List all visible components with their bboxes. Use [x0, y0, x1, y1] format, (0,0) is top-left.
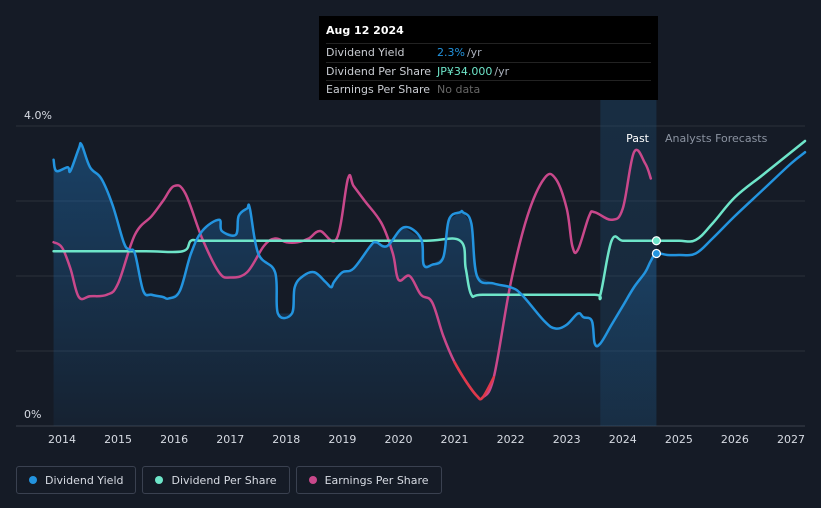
earnings-per-share-line: [52, 148, 653, 401]
legend-dot-icon: [29, 476, 37, 484]
tooltip-unit: /yr: [466, 46, 482, 60]
x-axis: 2014 2015 2016 2017 2018 2019 2020 2021 2022 2023…: [48, 433, 805, 446]
x-tick-label: 2015: [104, 433, 132, 446]
tooltip-row-earnings-per-share: Earnings Per Share No data: [326, 80, 651, 99]
legend-label: Dividend Yield: [45, 473, 124, 487]
x-tick-label: 2022: [497, 433, 525, 446]
x-tick-label: 2027: [777, 433, 805, 446]
earnings-per-share-decline-segment: [453, 361, 496, 401]
legend-dot-icon: [155, 476, 164, 484]
tooltip-date: Aug 12 2024: [326, 24, 404, 37]
x-tick-label: 2024: [609, 433, 637, 446]
y-tick-label-top: 4.0%: [24, 109, 52, 122]
tooltip-value: JP¥34.000: [437, 64, 493, 78]
legend-label: Earnings Per Share: [324, 473, 429, 487]
x-tick-label: 2018: [272, 433, 300, 446]
legend: Dividend Yield Dividend Per Share Earnin…: [16, 466, 442, 494]
legend-item-dividend-per-share[interactable]: Dividend Per Share: [142, 466, 290, 494]
x-tick-label: 2016: [160, 433, 188, 446]
highlight-point: [651, 248, 662, 259]
tooltip-value: No data: [437, 83, 481, 97]
legend-label: Dividend Per Share: [171, 473, 277, 487]
tooltip-unit: /yr: [494, 64, 510, 78]
tooltip-label: Dividend Yield: [326, 46, 405, 60]
tooltip-row-dividend-yield: Dividend Yield 2.3% /yr: [326, 43, 651, 62]
x-tick-label: 2021: [441, 433, 469, 446]
legend-item-dividend-yield[interactable]: Dividend Yield: [16, 466, 137, 494]
past-label: Past: [626, 132, 650, 145]
forecast-label: Analysts Forecasts: [665, 132, 768, 145]
tooltip-row-dividend-per-share: Dividend Per Share JP¥34.000 /yr: [326, 61, 651, 81]
tooltip-value: 2.3%: [437, 46, 465, 60]
legend-dot-icon: [308, 476, 317, 484]
x-tick-label: 2020: [384, 433, 412, 446]
y-tick-label-bottom: 0%: [24, 408, 41, 421]
highlight-point: [651, 236, 662, 246]
dividend-yield-line: [52, 141, 807, 348]
x-tick-label: 2026: [721, 433, 749, 446]
x-tick-label: 2014: [48, 433, 76, 446]
dividend-per-share-line: [52, 139, 807, 301]
x-tick-label: 2023: [553, 433, 581, 446]
legend-item-earnings-per-share[interactable]: Earnings Per Share: [295, 466, 442, 494]
tooltip-label: Earnings Per Share: [326, 83, 431, 97]
x-tick-label: 2017: [216, 433, 244, 446]
x-tick-label: 2019: [328, 433, 356, 446]
x-tick-label: 2025: [665, 433, 693, 446]
dividend-yield-area: [53, 144, 657, 426]
tooltip-label: Dividend Per Share: [326, 64, 432, 78]
tooltip: Aug 12 2024 Dividend Yield 2.3% /yr Divi…: [319, 16, 658, 100]
